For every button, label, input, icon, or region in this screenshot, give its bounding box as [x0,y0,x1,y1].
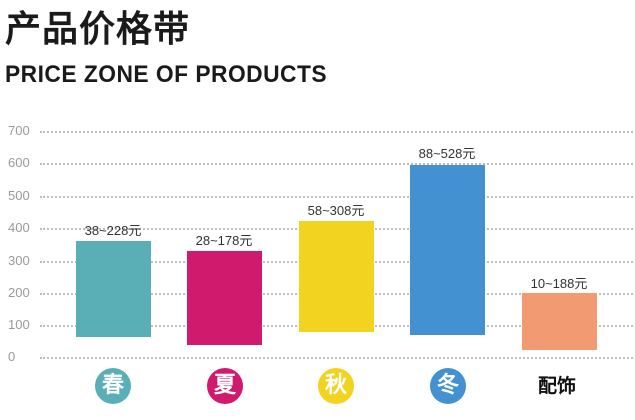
bar-label-winter: 88~528元 [418,146,476,161]
y-tick-300: 300 [8,253,30,268]
page-title-en: PRICE ZONE OF PRODUCTS [5,61,328,88]
page-title-cn: 产品价格带 [5,9,191,50]
bar-accessories [522,293,597,350]
category-autumn-badge: 秋 [318,368,354,404]
bar-summer [187,251,262,345]
y-tick-0: 0 [8,349,16,364]
bar-label-summer: 28~178元 [195,233,253,248]
bar-spring [76,241,151,337]
category-winter-badge: 冬 [430,368,466,404]
bar-autumn [299,221,374,332]
y-tick-600: 600 [8,155,30,170]
y-tick-200: 200 [8,285,30,300]
bar-label-accessories: 10~188元 [530,276,588,291]
gridline-500 [40,196,633,198]
y-tick-500: 500 [8,188,30,203]
bar-label-spring: 38~228元 [84,223,142,238]
gridline-0 [40,357,633,359]
bar-winter [410,165,485,335]
y-tick-700: 700 [8,123,30,138]
y-tick-100: 100 [8,317,30,332]
y-tick-400: 400 [8,220,30,235]
category-spring-badge: 春 [95,368,131,404]
gridline-700 [40,131,633,133]
bar-label-autumn: 58~308元 [307,203,365,218]
category-summer-badge: 夏 [207,368,243,404]
gridline-600 [40,163,633,165]
category-accessories-label: 配饰 [538,375,577,397]
